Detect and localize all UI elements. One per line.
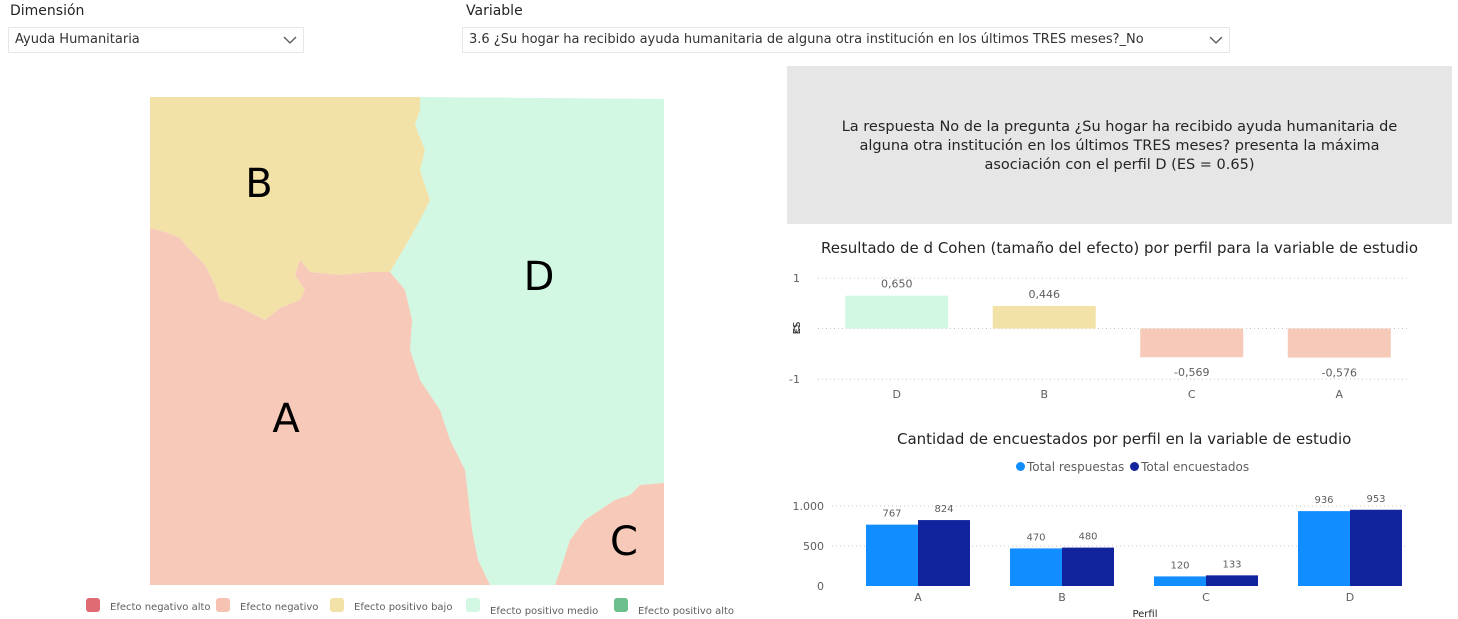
dimension-label: Dimensión: [10, 3, 85, 19]
effect-size-chart: 1 0 -1 ES 0,650 D 0,446 B -0,569 C -0,576 A: [789, 272, 1408, 401]
legend-dot: [1016, 462, 1025, 471]
y-tick-label: 0: [817, 580, 824, 593]
data-label: 0,650: [881, 278, 913, 291]
legend-swatch: [330, 598, 344, 612]
legend-item: Efecto negativo alto: [110, 602, 211, 613]
x-tick-label: D: [893, 388, 901, 401]
legend-item: Efecto positivo alto: [638, 606, 735, 617]
effect-bar: [992, 305, 1096, 329]
effect-bar: [1140, 328, 1244, 358]
legend-item: Efecto positivo medio: [490, 606, 599, 617]
x-axis-label: Perfil: [1132, 609, 1157, 619]
y-tick-label: 1: [793, 272, 800, 285]
x-tick-label: D: [1346, 591, 1354, 604]
x-tick-label: C: [1188, 388, 1196, 401]
effect-bar: [845, 295, 949, 329]
chevron-down-icon: [283, 36, 297, 44]
map-region-label: B: [245, 161, 272, 207]
legend-item: Efecto positivo bajo: [354, 602, 453, 613]
summary-text: La respuesta No de la pregunta ¿Su hogar…: [841, 119, 1398, 173]
y-tick-label: -1: [789, 373, 800, 386]
data-label: -0,569: [1174, 366, 1209, 379]
summary-card: La respuesta No de la pregunta ¿Su hogar…: [787, 66, 1452, 224]
legend-item: Total respuestas: [1027, 460, 1125, 474]
data-label: 953: [1366, 494, 1385, 505]
count-bar: [1206, 575, 1258, 586]
count-chart-legend: Total respuestas Total encuestados: [1016, 460, 1249, 474]
legend-dot: [1130, 462, 1140, 471]
count-bar: [1154, 576, 1206, 586]
x-tick-label: C: [1202, 591, 1210, 604]
effect-chart-title: Resultado de d Cohen (tamaño del efecto)…: [821, 239, 1419, 257]
variable-dropdown[interactable]: 3.6 ¿Su hogar ha recibido ayuda humanita…: [462, 27, 1230, 53]
data-label: 120: [1170, 560, 1189, 571]
data-label: 936: [1314, 495, 1333, 506]
map-region-label: D: [524, 254, 555, 300]
data-label: 824: [934, 504, 953, 515]
effect-bar: [1287, 328, 1391, 358]
data-label: 133: [1222, 559, 1241, 570]
x-tick-label: B: [1058, 591, 1066, 604]
map-region-a: [150, 228, 490, 585]
map-region-label: A: [272, 396, 300, 442]
x-tick-label: A: [914, 591, 922, 604]
legend-item: Efecto negativo: [240, 602, 319, 613]
data-label: 0,446: [1029, 288, 1061, 301]
variable-value: 3.6 ¿Su hogar ha recibido ayuda humanita…: [469, 32, 1144, 47]
profile-map: A B C D: [150, 97, 664, 585]
x-tick-label: B: [1040, 388, 1048, 401]
dimension-value: Ayuda Humanitaria: [15, 32, 140, 47]
legend-item: Total encuestados: [1141, 460, 1250, 474]
count-bar: [1298, 511, 1350, 586]
legend-swatch: [86, 598, 100, 612]
legend-swatch: [466, 598, 480, 612]
legend-swatch: [614, 598, 628, 612]
y-tick-label: 0: [793, 323, 800, 336]
data-label: 767: [882, 509, 901, 520]
count-bar: [866, 524, 918, 586]
dimension-dropdown[interactable]: Ayuda Humanitaria: [8, 27, 304, 53]
map-region-label: C: [610, 519, 638, 565]
data-label: 480: [1078, 532, 1097, 543]
respondent-count-chart: 1.000 500 0 767 824 A 470 480 B 120 133 C 936 953 D Per…: [793, 494, 1408, 619]
y-axis-label: ES: [792, 322, 803, 335]
data-label: -0,576: [1322, 367, 1357, 380]
map-region-c: [555, 483, 664, 585]
data-label: 470: [1026, 532, 1045, 543]
x-tick-label: A: [1335, 388, 1343, 401]
y-tick-label: 500: [803, 540, 824, 553]
count-bar: [1062, 547, 1114, 586]
count-chart-title: Cantidad de encuestados por perfil en la…: [897, 430, 1352, 448]
y-tick-label: 1.000: [793, 500, 825, 513]
count-bar: [918, 520, 970, 586]
variable-label: Variable: [466, 3, 523, 19]
legend-swatch: [216, 598, 230, 612]
map-region-d: [390, 97, 664, 585]
count-bar: [1350, 509, 1402, 586]
chevron-down-icon: [1209, 36, 1223, 44]
count-bar: [1010, 548, 1062, 586]
map-region-b: [150, 97, 430, 320]
